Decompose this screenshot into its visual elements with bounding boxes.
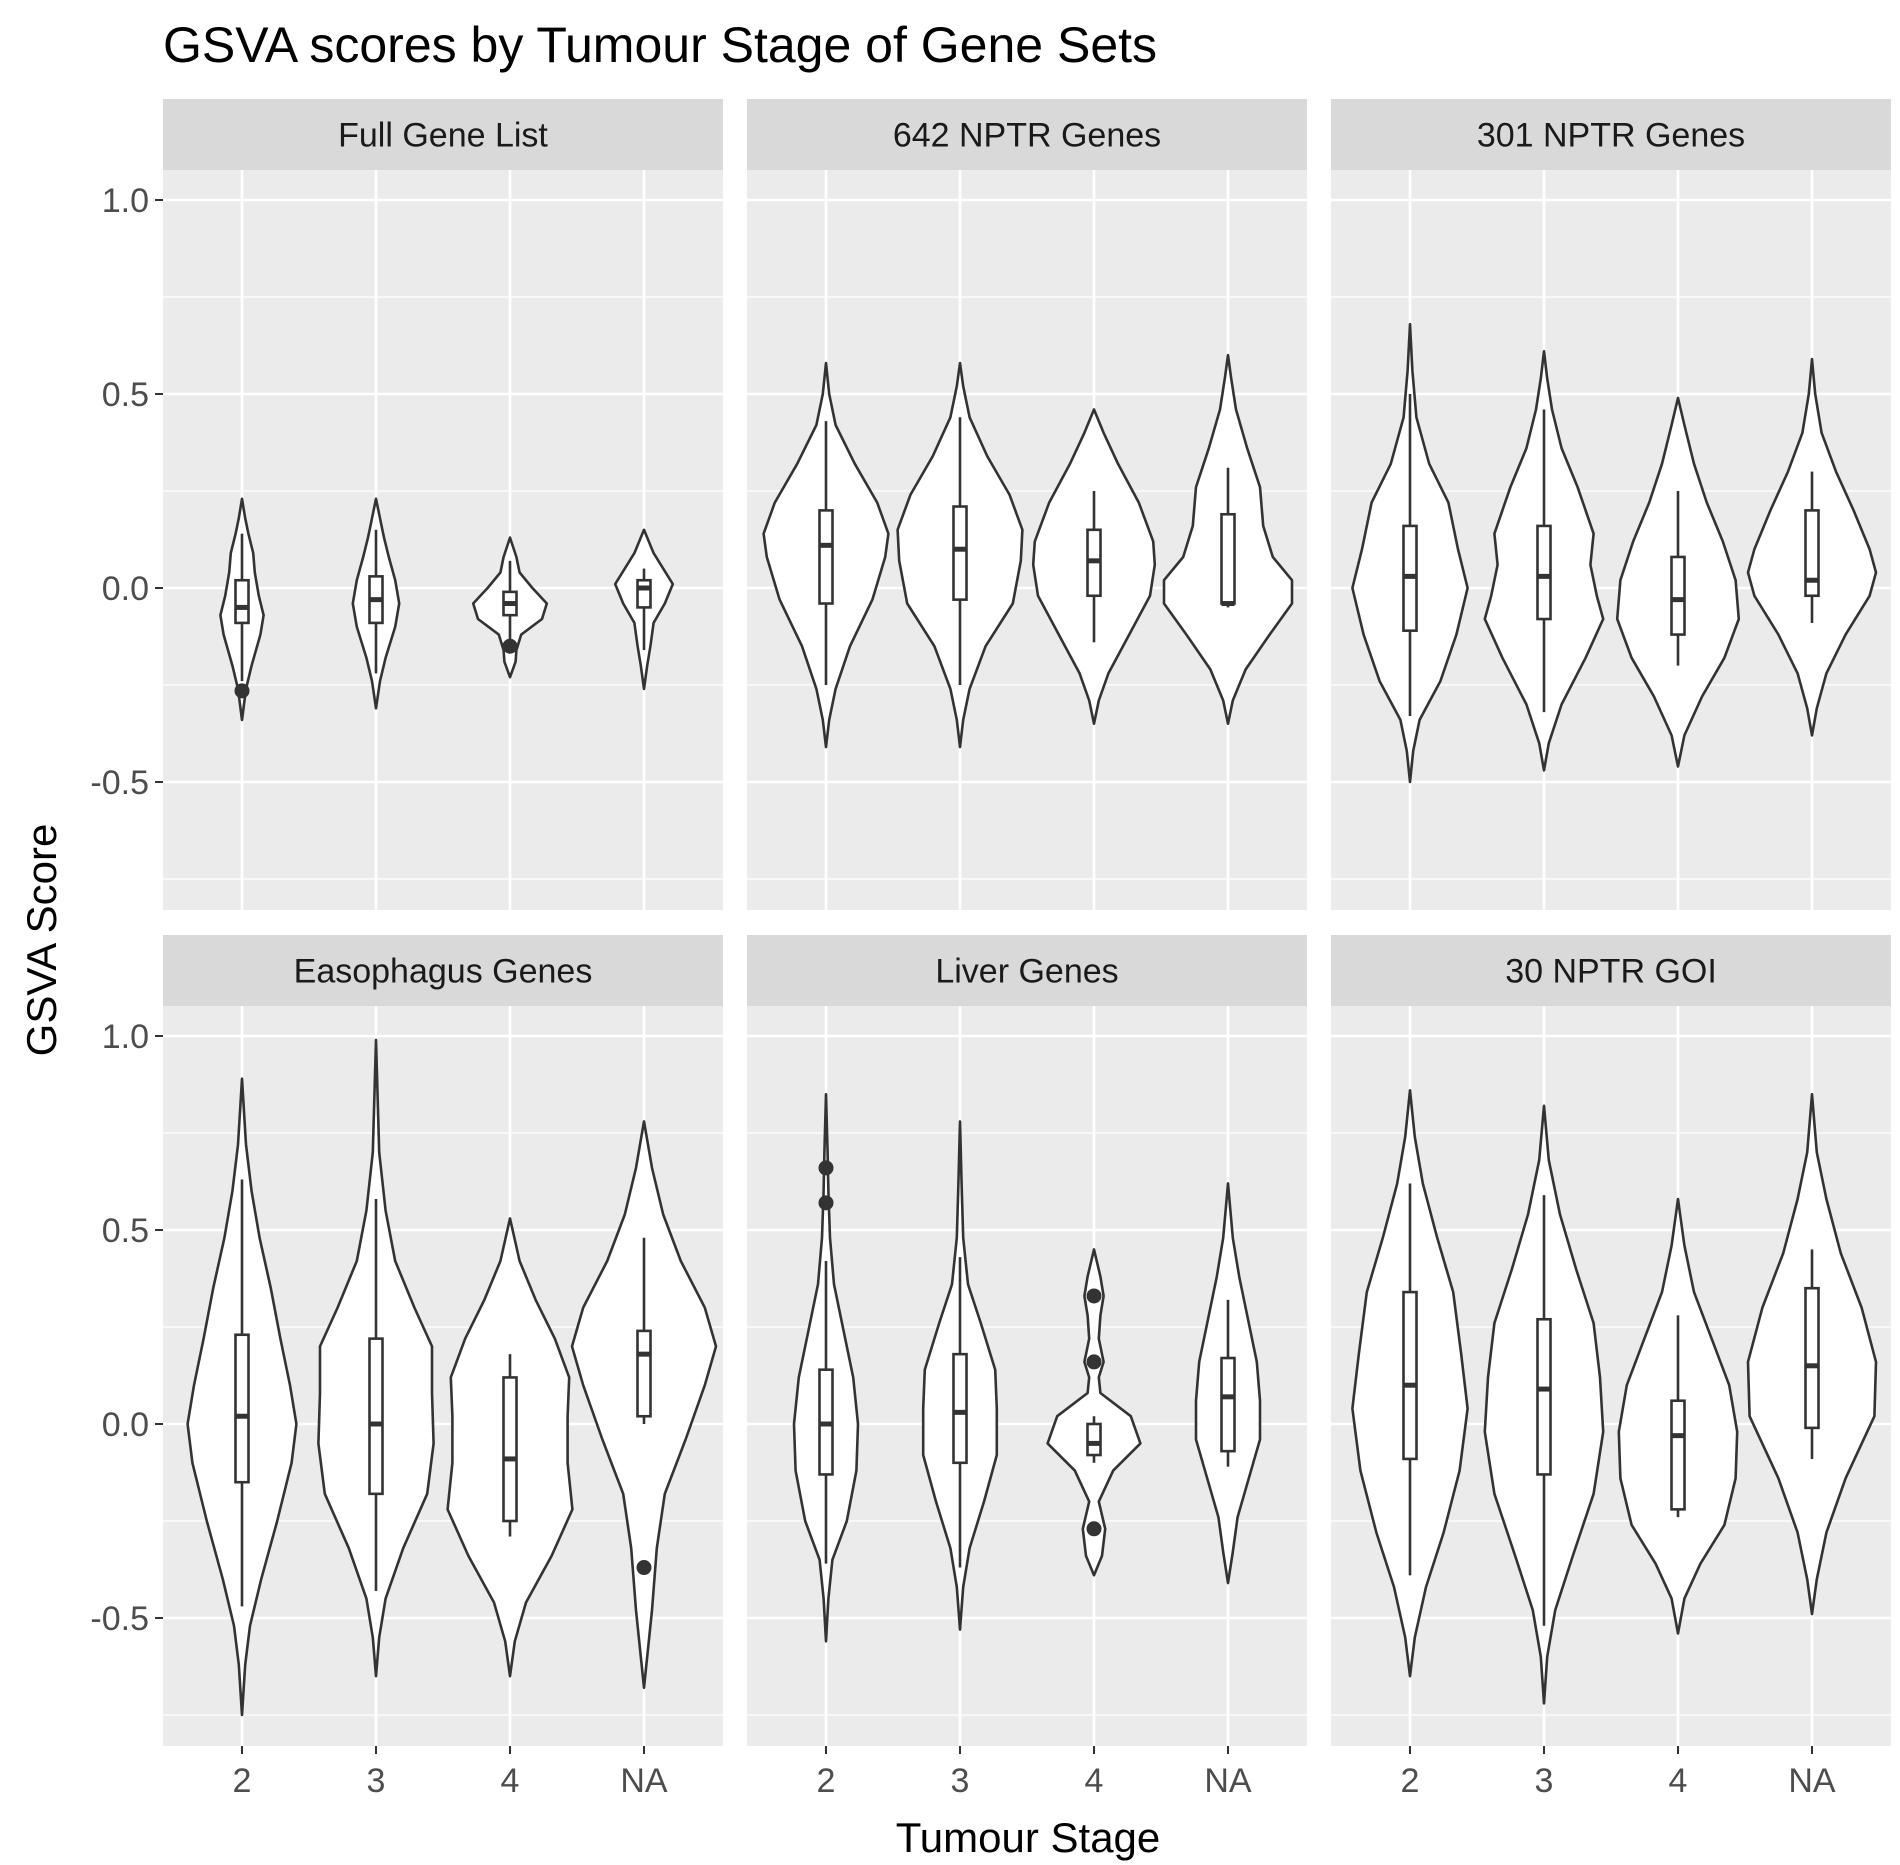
box-easophagus-genes-stage-na [636, 1329, 652, 1418]
y-tick-label: 1.0 [102, 1018, 149, 1056]
y-tick-label: -0.5 [90, 1600, 149, 1638]
box-easophagus-genes-stage-4 [502, 1376, 518, 1523]
box-30-nptr-goi-stage-na [1804, 1286, 1820, 1430]
strip-label-30-nptr-goi: 30 NPTR GOI [1505, 953, 1717, 991]
box-642-nptr-genes-stage-2 [818, 509, 834, 605]
x-axis-title: Tumour Stage [896, 1814, 1161, 1861]
y-tick-label: 0.5 [102, 376, 149, 414]
strip-label-liver-genes: Liver Genes [935, 953, 1118, 991]
box-full-gene-list-stage-na [636, 578, 652, 609]
x-tick-label-3: 3 [367, 1762, 386, 1800]
box-301-nptr-genes-stage-na [1804, 509, 1820, 598]
x-tick-label-4: 4 [1085, 1762, 1104, 1800]
box-liver-genes-stage-4 [1086, 1422, 1102, 1457]
x-tick-label-na: NA [620, 1762, 668, 1800]
panel-bg-full-gene-list [163, 170, 723, 910]
strip-liver-genes [747, 935, 1307, 1006]
strip-full-gene-list [163, 99, 723, 170]
panel-easophagus-genes: Easophagus Genes 1.0 0.5 0.0 -0.5 2 3 4 NA [90, 935, 723, 1800]
panel-full-gene-list: Full Gene List 1.0 0.5 0.0 -0.5 [90, 99, 723, 910]
box-30-nptr-goi-stage-2 [1402, 1290, 1418, 1461]
y-tick-label: 0.0 [102, 570, 149, 608]
panel-30-nptr-goi: 30 NPTR GOI 2 3 4 NA [1331, 935, 1891, 1800]
x-tick-label-4: 4 [1669, 1762, 1688, 1800]
outlier-point-liver-genes-stage-4 [1086, 1288, 1102, 1304]
outlier-point-liver-genes-stage-2 [818, 1195, 834, 1211]
box-301-nptr-genes-stage-4 [1670, 555, 1686, 636]
strip-642-nptr-genes [747, 99, 1307, 170]
outlier-point-liver-genes-stage-4 [1086, 1521, 1102, 1537]
violin-liver-genes-stage-4 [1046, 1248, 1142, 1577]
outlier-point-full-gene-list-stage-2 [234, 683, 250, 699]
box-30-nptr-goi-stage-4 [1670, 1399, 1686, 1511]
box-full-gene-list-stage-2 [234, 578, 250, 625]
panel-liver-genes: Liver Genes 2 3 4 NA [747, 935, 1307, 1800]
outlier-point-liver-genes-stage-2 [818, 1160, 834, 1176]
outlier-point-liver-genes-stage-4 [1086, 1354, 1102, 1370]
box-30-nptr-goi-stage-3 [1536, 1317, 1552, 1476]
x-tick-label-2: 2 [233, 1762, 252, 1800]
y-tick-label: 1.0 [102, 182, 149, 220]
strip-label-301-nptr-genes: 301 NPTR Genes [1477, 117, 1745, 155]
box-liver-genes-stage-na [1220, 1356, 1236, 1453]
strip-label-easophagus-genes: Easophagus Genes [294, 953, 593, 991]
x-tick-label-3: 3 [951, 1762, 970, 1800]
box-642-nptr-genes-stage-na [1220, 512, 1236, 605]
x-tick-label-2: 2 [817, 1762, 836, 1800]
y-tick-label: 0.0 [102, 1406, 149, 1444]
facet-panels: Full Gene List 1.0 0.5 0.0 -0.5 642 NPTR Gene… [90, 99, 1891, 1800]
panel-301-nptr-genes: 301 NPTR Genes [1331, 99, 1891, 910]
strip-label-full-gene-list: Full Gene List [338, 117, 548, 155]
x-tick-label-na: NA [1788, 1762, 1836, 1800]
chart-title: GSVA scores by Tumour Stage of Gene Sets [163, 17, 1157, 73]
x-tick-label-2: 2 [1401, 1762, 1420, 1800]
panel-642-nptr-genes: 642 NPTR Genes [747, 99, 1307, 910]
outlier-point-easophagus-genes-stage-na [636, 1560, 652, 1576]
strip-easophagus-genes [163, 935, 723, 1006]
y-axis-title: GSVA Score [18, 824, 65, 1057]
strip-label-642-nptr-genes: 642 NPTR Genes [893, 117, 1161, 155]
y-tick-label: -0.5 [90, 764, 149, 802]
outlier-point-full-gene-list-stage-4 [502, 638, 518, 654]
x-tick-label-4: 4 [501, 1762, 520, 1800]
x-tick-label-3: 3 [1535, 1762, 1554, 1800]
x-tick-label-na: NA [1204, 1762, 1252, 1800]
y-tick-label: 0.5 [102, 1212, 149, 1250]
box-642-nptr-genes-stage-3 [952, 505, 968, 601]
box-easophagus-genes-stage-2 [234, 1333, 250, 1484]
box-301-nptr-genes-stage-3 [1536, 524, 1552, 621]
box-liver-genes-stage-3 [952, 1352, 968, 1465]
box-easophagus-genes-stage-3 [368, 1337, 384, 1496]
strip-30-nptr-goi [1331, 935, 1891, 1006]
strip-301-nptr-genes [1331, 99, 1891, 170]
